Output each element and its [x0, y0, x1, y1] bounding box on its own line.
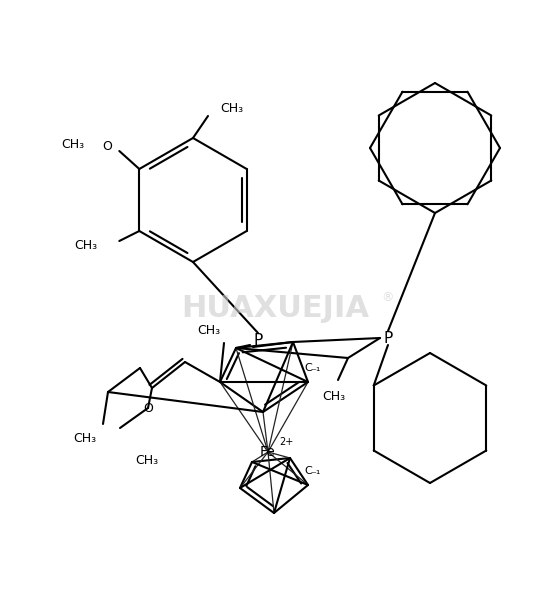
Text: 2+: 2+	[279, 437, 293, 447]
Text: O: O	[143, 402, 153, 415]
Text: CH₃: CH₃	[220, 102, 243, 115]
Text: HUAXUEJIA: HUAXUEJIA	[181, 293, 369, 323]
Text: ⁻¹: ⁻¹	[310, 367, 320, 377]
Text: C: C	[304, 466, 312, 476]
Text: O: O	[102, 139, 112, 153]
Text: ®: ®	[382, 291, 394, 304]
Text: P: P	[383, 331, 393, 346]
Text: P: P	[254, 333, 262, 347]
Text: CH₃: CH₃	[61, 137, 84, 150]
Text: CH₃: CH₃	[74, 238, 97, 251]
Text: CH₃: CH₃	[322, 389, 345, 402]
Text: CH₃: CH₃	[197, 323, 220, 336]
Text: CH₃: CH₃	[73, 431, 96, 445]
Text: Fe: Fe	[260, 445, 276, 459]
Text: C: C	[304, 363, 312, 373]
Text: CH₃: CH₃	[135, 453, 158, 466]
Text: ⁻¹: ⁻¹	[310, 470, 320, 480]
